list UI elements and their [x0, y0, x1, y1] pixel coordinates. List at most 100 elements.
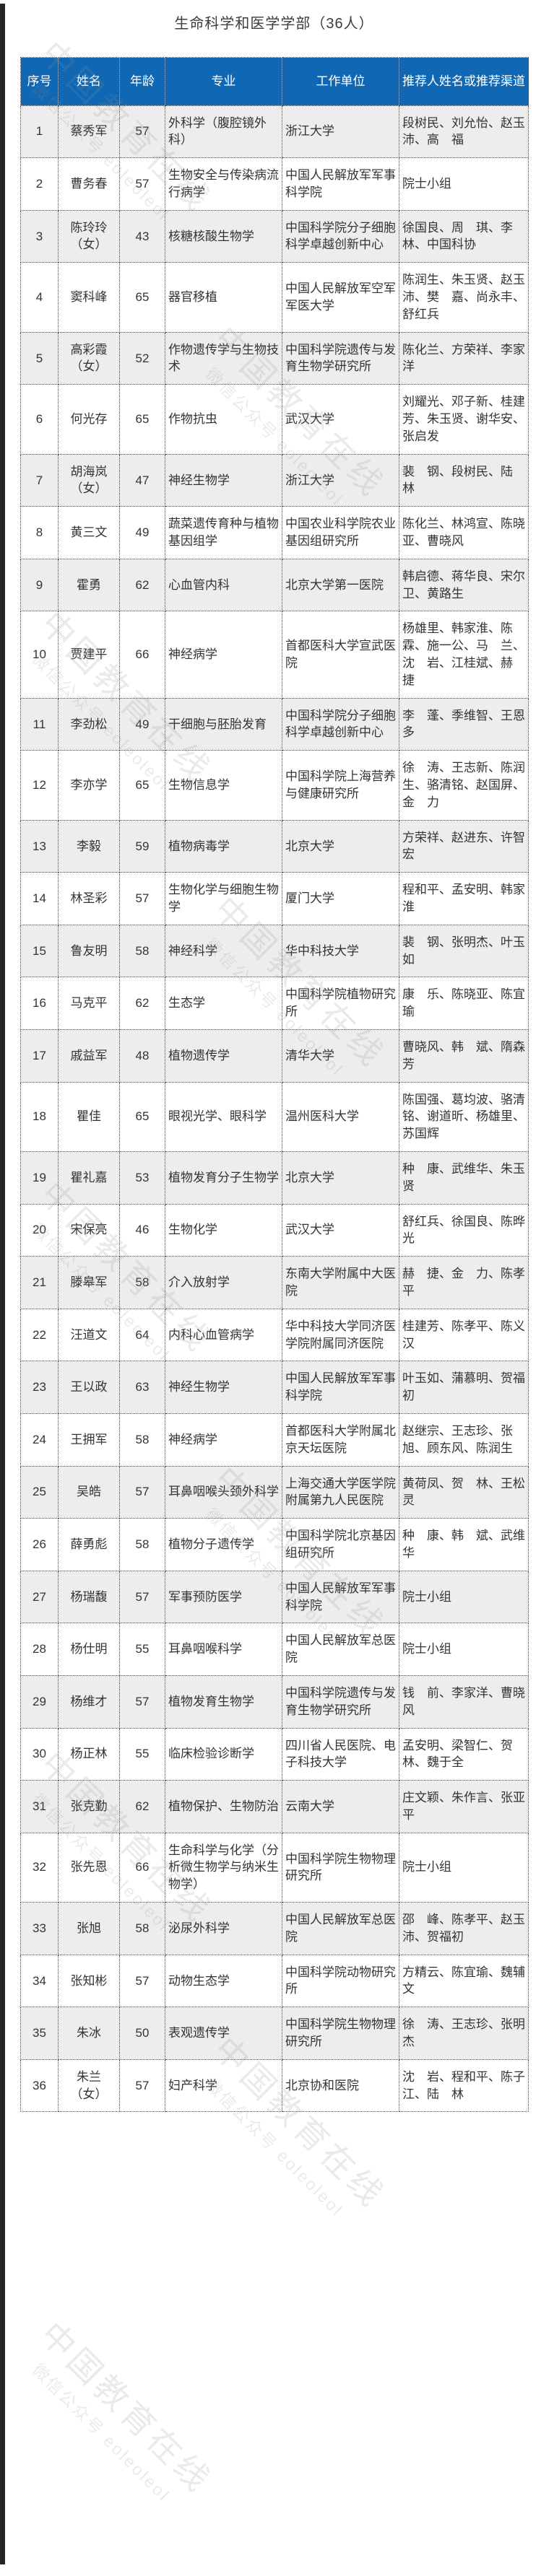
cell-unit: 中国科学院分子细胞科学卓越创新中心 — [282, 697, 399, 751]
cell-unit: 中国科学院北京基因组研究所 — [282, 1518, 399, 1571]
table-row: 7 胡海岚 （女） 47 神经生物学 浙江大学裴 钢、段树民、陆 林 — [20, 453, 529, 507]
cell-recommenders: 陈化兰、林鸿宣、陈晓亚、曹晓风 — [399, 506, 529, 559]
cell-major: 生物化学 — [165, 1203, 282, 1257]
cell-name: 薛勇彪 — [58, 1518, 120, 1571]
cell-age: 58 — [119, 1902, 165, 1955]
cell-age: 65 — [119, 750, 165, 821]
cell-unit: 东南大学附属中大医院 — [282, 1256, 399, 1309]
cell-no: 20 — [20, 1203, 59, 1257]
table-header-row: 序号 姓名 年龄 专业 工作单位 推荐人姓名或推荐渠道 — [20, 57, 529, 106]
cell-no: 21 — [20, 1256, 59, 1309]
cell-major: 蔬菜遗传育种与植物基因组学 — [165, 506, 282, 559]
cell-major: 泌尿外科学 — [165, 1902, 282, 1955]
cell-unit: 中国科学院动物研究所 — [282, 1954, 399, 2008]
cell-unit: 首都医科大学附属北京天坛医院 — [282, 1413, 399, 1467]
cell-no: 18 — [20, 1081, 59, 1152]
cell-name: 杨仕明 — [58, 1623, 120, 1676]
cell-recommenders: 孟安明、梁智仁、贺 林、魏于全 — [399, 1727, 529, 1781]
cell-no: 13 — [20, 819, 59, 873]
cell-name: 张知彬 — [58, 1954, 120, 2008]
cell-major: 植物保护、生物防治 — [165, 1780, 282, 1833]
cell-unit: 武汉大学 — [282, 1203, 399, 1257]
table-row: 9 霍勇 62 心血管内科 北京大学第一医院 韩启德、蒋华良、宋尔卫、黄路生 — [20, 558, 529, 612]
cell-no: 10 — [20, 611, 59, 699]
cell-recommenders: 邵 峰、陈孝平、赵玉沛、贺福初 — [399, 1902, 529, 1955]
cell-age: 57 — [119, 1465, 165, 1519]
cell-unit: 北京大学 — [282, 819, 399, 873]
cell-age: 49 — [119, 506, 165, 559]
cell-recommenders: 裴 钢、段树民、陆 林 — [399, 453, 529, 507]
table-row: 22 汪道文 64 内科心血管病学 华中科技大学同济医学院附属同济医院 桂建芳、陈孝平、陈… — [20, 1308, 529, 1362]
cell-name: 瞿礼嘉 — [58, 1151, 120, 1205]
cell-no: 19 — [20, 1151, 59, 1205]
cell-major: 生物信息学 — [165, 750, 282, 821]
cell-name: 吴皓 — [58, 1465, 120, 1519]
cell-age: 57 — [119, 105, 165, 159]
cell-name: 曹务春 — [58, 157, 120, 211]
cell-major: 动物生态学 — [165, 1954, 282, 2008]
cell-age: 57 — [119, 1954, 165, 2008]
cell-major: 心血管内科 — [165, 558, 282, 612]
cell-recommenders: 徐 涛、王志珍、张明杰 — [399, 2007, 529, 2060]
cell-unit: 浙江大学 — [282, 105, 399, 159]
cell-name: 胡海岚 （女） — [58, 453, 120, 507]
table-row: 8 黄三文 49 蔬菜遗传育种与植物基因组学 中国农业科学院农业基因组研究所 陈化兰、林鸿… — [20, 506, 529, 559]
cell-unit: 中国科学院生物物理研究所 — [282, 2007, 399, 2060]
cell-major: 作物遗传学与生物技术 — [165, 331, 282, 385]
cell-recommenders: 沈 岩、程和平、陈子江、陆 林 — [399, 2058, 529, 2113]
table-row: 16 马克平 62 生态学 中国科学院植物研究所康 乐、陈晓亚、陈宜瑜 — [20, 977, 529, 1030]
table-row: 1 蔡秀军 57 外科学（腹腔镜外科） 浙江大学 段树民、刘允怡、赵玉沛、高 福 — [20, 105, 529, 159]
cell-no: 26 — [20, 1518, 59, 1571]
cell-recommenders: 曹晓风、韩 斌、隋森芳 — [399, 1029, 529, 1083]
cell-no: 17 — [20, 1029, 59, 1083]
cell-recommenders: 桂建芳、陈孝平、陈义汉 — [399, 1308, 529, 1362]
cell-recommenders: 赫 捷、金 力、陈孝平 — [399, 1256, 529, 1309]
table-row: 6 何光存 65 作物抗虫 武汉大学 刘耀光、邓子新、桂建芳、朱玉贤、谢华安、张启发 — [20, 384, 529, 455]
cell-name: 王拥军 — [58, 1413, 120, 1467]
header-cell-unit: 工作单位 — [282, 57, 399, 106]
cell-unit: 北京协和医院 — [282, 2058, 399, 2113]
cell-major: 介入放射学 — [165, 1256, 282, 1309]
cell-age: 48 — [119, 1029, 165, 1083]
cell-major: 神经生物学 — [165, 1361, 282, 1414]
cell-unit: 中国人民解放军空军军医大学 — [282, 262, 399, 333]
cell-unit: 首都医科大学宣武医院 — [282, 611, 399, 699]
cell-recommenders: 叶玉如、蒲慕明、贺福初 — [399, 1361, 529, 1414]
table-row: 28 杨仕明 55 耳鼻咽喉科学 中国人民解放军总医院 院士小组 — [20, 1623, 529, 1676]
cell-major: 眼视光学、眼科学 — [165, 1081, 282, 1152]
cell-name: 张旭 — [58, 1902, 120, 1955]
cell-recommenders: 陈化兰、方荣祥、李家洋 — [399, 331, 529, 385]
cell-no: 36 — [20, 2058, 59, 2113]
cell-major: 妇产科学 — [165, 2058, 282, 2113]
cell-no: 22 — [20, 1308, 59, 1362]
cell-major: 生物安全与传染病流行病学 — [165, 157, 282, 211]
cell-name: 瞿佳 — [58, 1081, 120, 1152]
cell-age: 58 — [119, 1256, 165, 1309]
table-row: 18 瞿佳 65 眼视光学、眼科学 温州医科大学 陈国强、葛均波、骆清铭、谢道昕、杨雄里、… — [20, 1081, 529, 1152]
cell-age: 65 — [119, 262, 165, 333]
table-row: 26 薛勇彪 58 植物分子遗传学 中国科学院北京基因组研究所种 康、韩 斌、武维华 — [20, 1518, 529, 1571]
cell-no: 9 — [20, 558, 59, 612]
left-edge-strip — [0, 4, 5, 2564]
cell-age: 58 — [119, 1518, 165, 1571]
cell-no: 29 — [20, 1675, 59, 1729]
cell-age: 62 — [119, 1780, 165, 1833]
cell-no: 3 — [20, 209, 59, 263]
cell-recommenders: 陈润生、朱玉贤、赵玉沛、樊 嘉、尚永丰、舒红兵 — [399, 262, 529, 333]
cell-no: 30 — [20, 1727, 59, 1781]
table-row: 5 高彩霞 （女） 52 作物遗传学与生物技术 中国科学院遗传与发育生物学研究所 陈化兰、… — [20, 331, 529, 385]
cell-no: 12 — [20, 750, 59, 821]
cell-name: 贾建平 — [58, 611, 120, 699]
cell-unit: 中国科学院遗传与发育生物学研究所 — [282, 1675, 399, 1729]
table-row: 31 张克勤 62 植物保护、生物防治 云南大学 庄文颖、朱作言、张亚平 — [20, 1780, 529, 1833]
cell-age: 52 — [119, 331, 165, 385]
cell-name: 朱兰 （女） — [58, 2058, 120, 2113]
table-row: 27 杨瑞馥 57 军事预防医学 中国人民解放军军事科学院 院士小组 — [20, 1570, 529, 1624]
header-cell-recommenders: 推荐人姓名或推荐渠道 — [399, 57, 529, 106]
cell-unit: 中国科学院生物物理研究所 — [282, 1832, 399, 1903]
cell-unit: 中国人民解放军军事科学院 — [282, 157, 399, 211]
cell-age: 58 — [119, 1413, 165, 1467]
table-row: 36 朱兰 （女） 57 妇产科学 北京协和医院沈 岩、程和平、陈子江、陆 林 — [20, 2058, 529, 2113]
table-row: 14 林圣彩 57 生物化学与细胞生物学 厦门大学 程和平、孟安明、韩家淮 — [20, 872, 529, 925]
cell-recommenders: 院士小组 — [399, 157, 529, 211]
